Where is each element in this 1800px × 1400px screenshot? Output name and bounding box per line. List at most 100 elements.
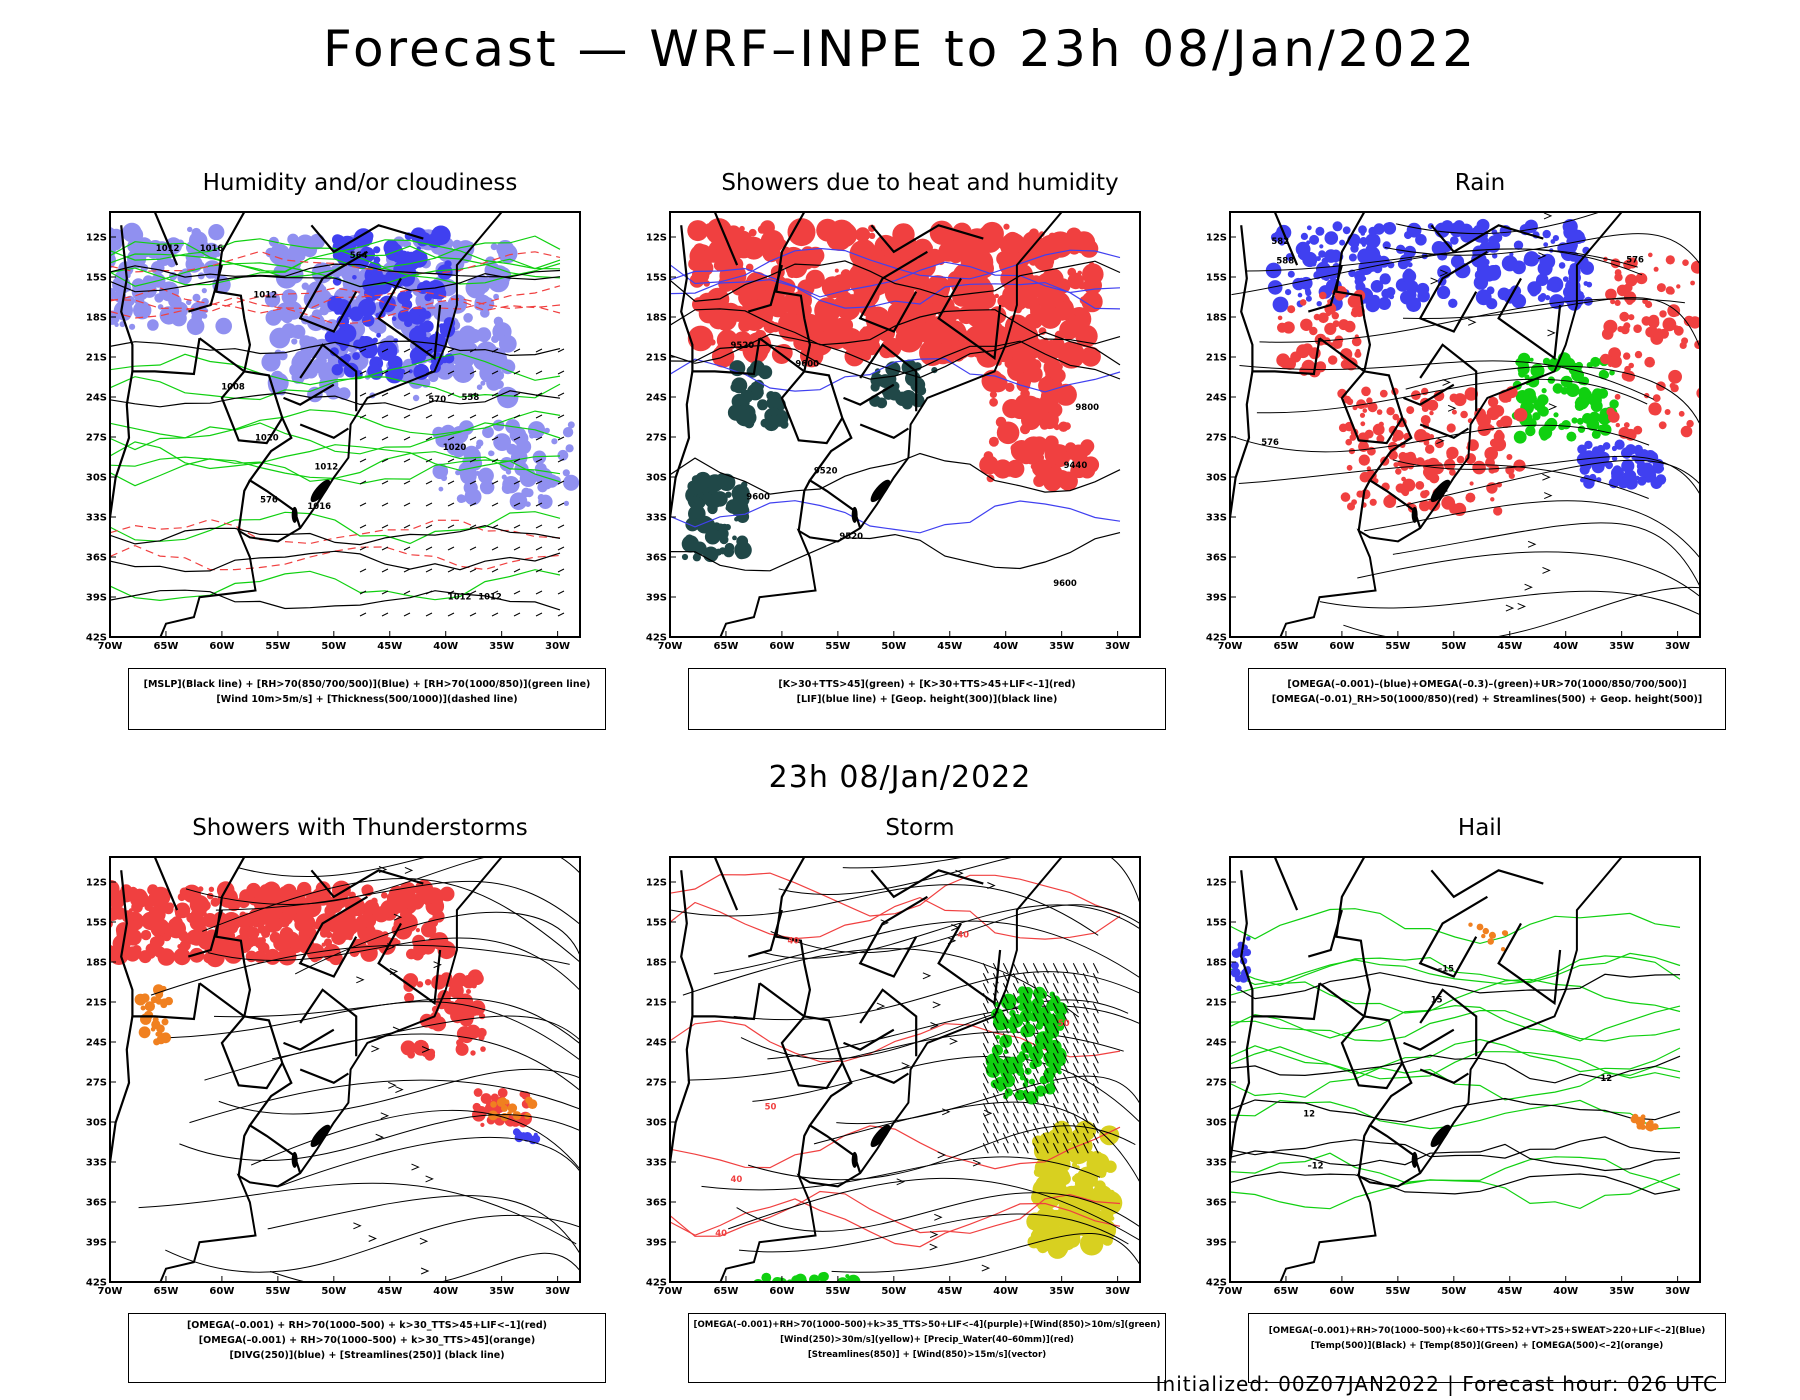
country-border [859,343,918,412]
wind-vector [1092,983,1099,994]
shade-dot [1481,933,1486,939]
shade-dot [1682,259,1689,266]
streamline [1259,298,1685,343]
shade-dot [1616,284,1629,297]
shade-dot [1614,299,1621,306]
shade-dot [994,1076,1008,1091]
shade-dot [925,275,951,300]
coastline [1230,212,1623,637]
shade-dot [1395,244,1406,254]
shade-dot [1529,357,1534,362]
shade-dot [1277,322,1288,333]
contour-line [110,451,561,479]
shade-dot [1086,333,1094,341]
legend-box: [OMEGA(–0.001)–(blue)+OMEGA(–0.3)–(green… [1248,668,1726,730]
shade-dot [723,546,735,558]
wind-vector [1012,1033,1019,1044]
shade-dot [110,251,116,269]
shade-dot [1406,297,1422,312]
shade-dot [494,380,504,389]
shade-dot [1610,299,1616,305]
wind-vector [1042,1023,1049,1034]
lat-tick-label: 30S [86,473,107,484]
lon-tick-label: 55W [265,641,290,652]
wind-vector [1062,963,1069,974]
shade-dot [1460,229,1474,243]
shade-dot [1379,389,1388,398]
lon-tick-label: 35W [1609,1286,1634,1297]
shade-dot [1019,1075,1026,1081]
country-border [1497,277,1562,361]
shade-dot [438,486,444,492]
streamline [1343,586,1700,637]
wind-vector [491,612,499,617]
wind-vector [491,370,499,375]
shade-dot [1686,419,1694,428]
country-border [377,922,442,1006]
country-border [858,895,928,978]
shade-dot [208,224,225,241]
wind-vector [1012,983,1019,994]
lon-tick-label: 35W [1049,641,1074,652]
wind-vector [1082,1083,1089,1094]
shade-dot [1378,297,1391,310]
wind-vector [447,502,455,507]
wind-vector [403,436,411,441]
streamline [1396,459,1700,508]
wind-vector [1082,1113,1089,1124]
shade-dot [112,934,131,953]
shade-dot [1245,966,1251,972]
shade-dot [1332,338,1343,349]
wind-vector [557,480,565,485]
shade-dot [497,1088,508,1098]
wind-vector [557,502,565,507]
wind-vector [992,1033,999,1044]
shade-dot [1306,225,1312,231]
wind-vector [1062,1023,1069,1034]
shade-dot [1696,387,1700,399]
shade-dot [816,218,839,242]
east-coastline [719,857,1063,1282]
shade-dot [1690,280,1695,286]
wind-vector [557,370,565,375]
wind-vector [992,1043,999,1054]
shade-dot [718,340,724,346]
shade-dot [1611,466,1624,480]
wind-vector [1082,1023,1089,1034]
shade-dot [140,993,150,1003]
shade-dot [736,535,749,548]
wind-vector [1052,1033,1059,1044]
contour-line [110,589,561,611]
wind-vector [1092,1023,1099,1034]
shade-dot [413,1039,429,1056]
shade-dot [760,220,775,235]
shade-dot [1648,317,1660,329]
shade-dot [156,1024,165,1033]
wind-vector [381,612,389,617]
wind-vector [491,524,499,529]
contour-label: 558 [462,393,480,403]
shade-dot [1605,288,1617,301]
wind-vector [1022,1073,1029,1084]
shade-dot [384,270,400,285]
shade-dot [1449,393,1459,403]
wind-vector [1032,993,1039,1004]
streamline-arrow [425,1175,434,1183]
shade-dot [731,484,750,503]
shade-dot [1028,451,1040,464]
shade-dot [1107,1138,1113,1145]
shade-dot [1600,353,1611,365]
shade-dot [373,246,381,254]
shade-dot [985,1053,1001,1069]
shade-dot [731,377,748,394]
shade-dot [744,346,751,353]
shade-dot [1278,239,1286,246]
contour-lines [110,263,561,611]
shade-dot [1370,280,1384,293]
wind-vector [513,348,521,353]
shade-dot [761,1272,772,1282]
wind-vector [1072,1063,1079,1074]
wind-vector [1012,1133,1019,1144]
shade-dot [1356,490,1364,498]
